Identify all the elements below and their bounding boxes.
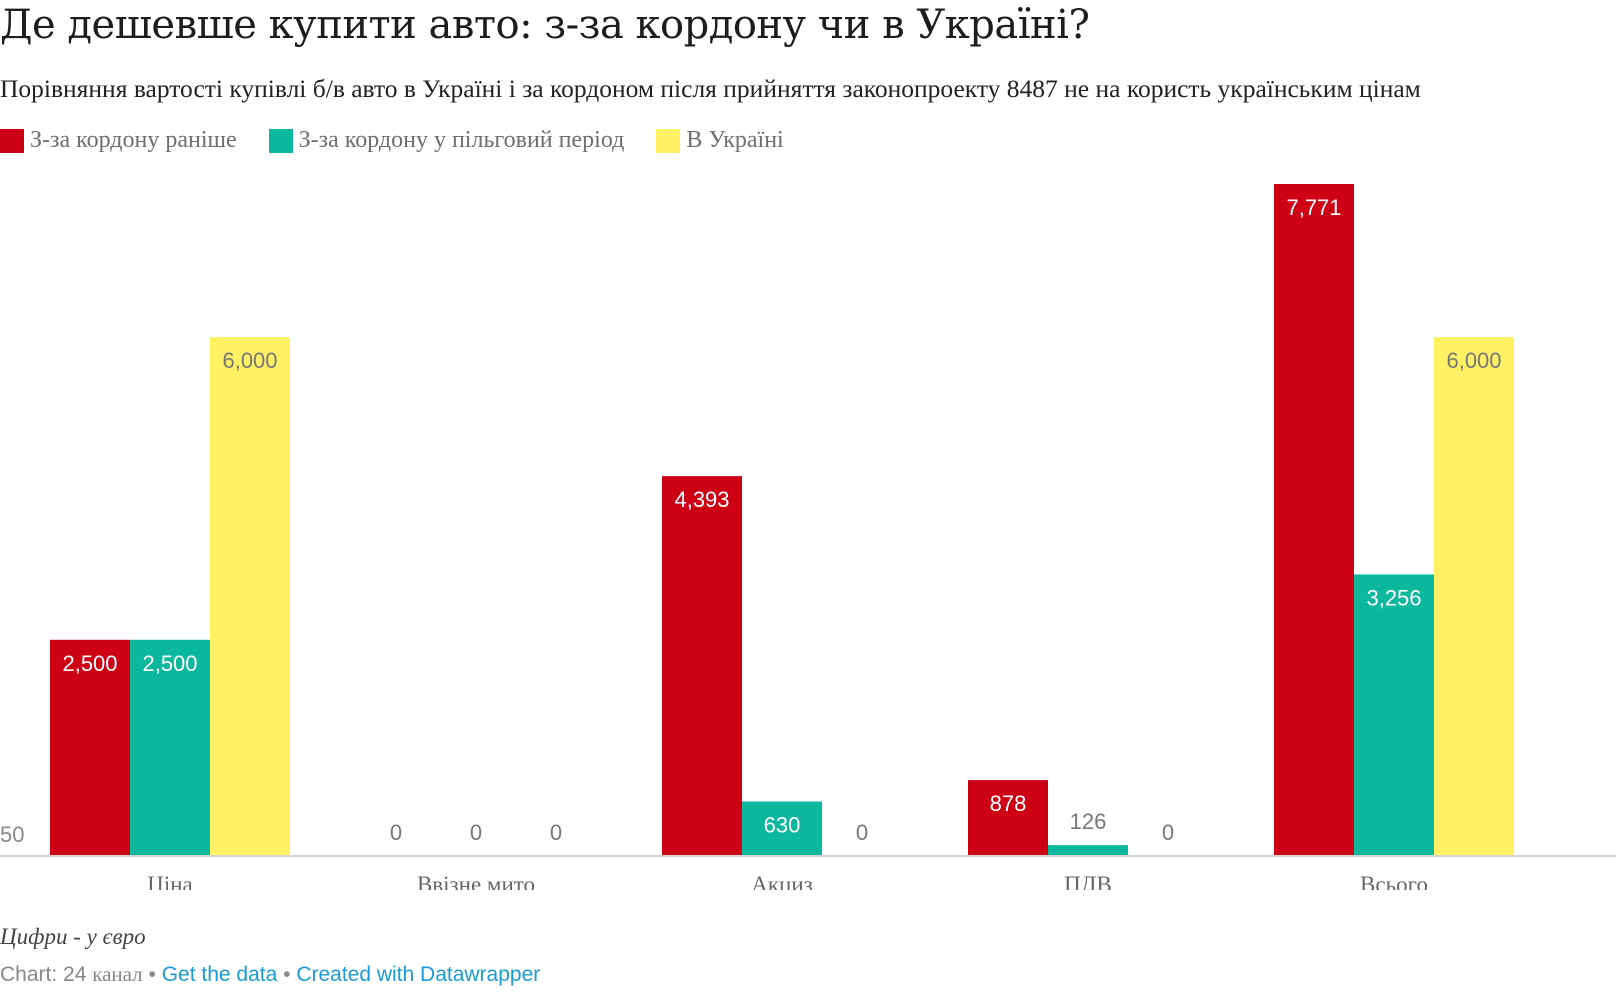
footer-separator: • (142, 963, 162, 986)
bar-value-label: 2,500 (62, 651, 117, 676)
legend-label: В Україні (686, 127, 784, 153)
units-note: Цифри - у євро (0, 924, 146, 949)
x-tick-label: Ціна (147, 872, 193, 890)
bar (1354, 574, 1434, 856)
bar-value-label: 0 (470, 820, 482, 845)
x-tick-label: Акциз (751, 872, 813, 890)
get-the-data-link[interactable]: Get the data (161, 963, 278, 986)
x-tick-label: Всього (1360, 872, 1428, 890)
bar-value-label: 126 (1070, 809, 1107, 834)
x-tick-label: Ввізне мито (417, 872, 535, 890)
footer: Chart: 24 канал • Get the data • Created… (0, 962, 540, 987)
bar-value-label: 4,393 (674, 487, 729, 512)
bar (50, 639, 130, 856)
footer-prefix: Chart: 24 (0, 963, 93, 986)
bar-value-label: 3,256 (1366, 585, 1421, 610)
bar (662, 476, 742, 856)
legend-swatch-red (0, 128, 24, 153)
legend-swatch-teal (268, 128, 293, 153)
legend-item-ukraine: В Україні (656, 127, 784, 154)
bar-value-label: 0 (856, 820, 868, 845)
bar (1434, 337, 1514, 857)
bar-value-label: 0 (390, 820, 402, 845)
footer-separator: • (277, 963, 297, 986)
bar (968, 780, 1048, 856)
bar (130, 639, 210, 856)
bar-value-label: 0 (550, 820, 562, 845)
chart-subtitle: Порівняння вартості купівлі б/в авто в У… (0, 74, 1421, 103)
bar (1274, 184, 1354, 856)
legend-label: З-за кордону раніше (30, 127, 237, 153)
legend-item-abroad-preferential: З-за кордону у пільговий період (268, 127, 625, 154)
bars-layer: 2,500 2,500 6,000 0 0 0 4,393 630 0 878 126 0 7,771 3… (50, 184, 1514, 857)
legend-item-abroad-before: З-за кордону раніше (0, 127, 237, 154)
footer-source: канал (92, 962, 143, 986)
bar-value-label: 0 (1162, 820, 1174, 845)
bar (1048, 845, 1128, 856)
bar-chart: 2,500 2,500 6,000 0 0 0 4,393 630 0 878 126 0 7,771 3… (0, 184, 1616, 890)
bar-value-label: 6,000 (1446, 348, 1501, 373)
x-tick-label: ПДВ (1064, 872, 1112, 890)
y-tick-label: 50 (0, 822, 24, 847)
x-axis-labels: Ціна Ввізне мито Акциз ПДВ Всього (147, 872, 1428, 890)
datawrapper-link[interactable]: Created with Datawrapper (296, 963, 541, 986)
bar-value-label: 878 (990, 791, 1027, 816)
legend: З-за кордону раніше З-за кордону у пільг… (0, 127, 816, 154)
legend-label: З-за кордону у пільговий період (298, 127, 625, 153)
bar (210, 337, 290, 857)
bar-value-label: 7,771 (1286, 195, 1341, 220)
legend-swatch-yellow (656, 128, 681, 153)
bar-value-label: 6,000 (222, 348, 277, 373)
bar-value-label: 2,500 (142, 651, 197, 676)
bar-value-label: 630 (764, 813, 801, 838)
bar (742, 801, 822, 856)
chart-title: Де дешевше купити авто: з-за кордону чи … (0, 2, 1090, 48)
